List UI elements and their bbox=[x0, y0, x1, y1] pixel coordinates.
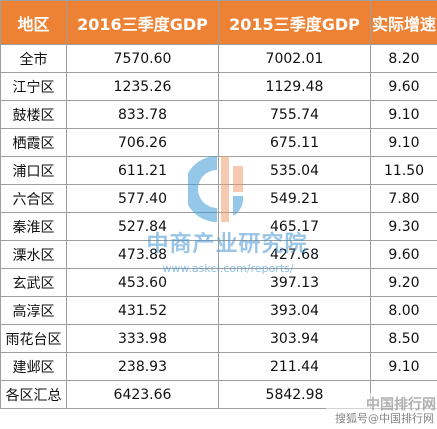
cell-gdp-2015: 465.17 bbox=[218, 212, 371, 241]
cell-growth: 7.80 bbox=[370, 184, 437, 213]
gdp-table: 地区 2016三季度GDP 2015三季度GDP 实际增速 全市 7570.60 7… bbox=[0, 0, 437, 409]
cell-growth: 8.00 bbox=[370, 296, 437, 325]
table-row: 雨花台区 333.98 303.94 8.50 bbox=[0, 324, 437, 353]
cell-gdp-2015: 211.44 bbox=[218, 352, 371, 381]
cell-growth: 9.30 bbox=[370, 212, 437, 241]
cell-gdp-2016: 1235.26 bbox=[66, 72, 219, 101]
cell-gdp-2016: 238.93 bbox=[66, 352, 219, 381]
cell-region: 雨花台区 bbox=[0, 324, 67, 353]
cell-gdp-2015: 393.04 bbox=[218, 296, 371, 325]
table-row: 浦口区 611.21 535.04 11.50 bbox=[0, 156, 437, 185]
cell-growth: 9.10 bbox=[370, 352, 437, 381]
cell-gdp-2015: 675.11 bbox=[218, 128, 371, 157]
cell-growth: 9.60 bbox=[370, 240, 437, 269]
cell-region: 浦口区 bbox=[0, 156, 67, 185]
cell-gdp-2015: 535.04 bbox=[218, 156, 371, 185]
table-row: 江宁区 1235.26 1129.48 9.60 bbox=[0, 72, 437, 101]
cell-growth: 8.50 bbox=[370, 324, 437, 353]
cell-region: 高淳区 bbox=[0, 296, 67, 325]
cell-gdp-2016: 473.88 bbox=[66, 240, 219, 269]
table-header-row: 地区 2016三季度GDP 2015三季度GDP 实际增速 bbox=[0, 0, 437, 45]
table-row: 鼓楼区 833.78 755.74 9.10 bbox=[0, 100, 437, 129]
cell-region: 全市 bbox=[0, 44, 67, 73]
cell-gdp-2016: 431.52 bbox=[66, 296, 219, 325]
table-row: 高淳区 431.52 393.04 8.00 bbox=[0, 296, 437, 325]
cell-growth: 11.50 bbox=[370, 156, 437, 185]
table-row: 栖霞区 706.26 675.11 9.10 bbox=[0, 128, 437, 157]
cell-gdp-2016: 611.21 bbox=[66, 156, 219, 185]
cell-gdp-2015: 303.94 bbox=[218, 324, 371, 353]
cell-growth: 8.20 bbox=[370, 44, 437, 73]
cell-gdp-2015: 549.21 bbox=[218, 184, 371, 213]
cell-region: 江宁区 bbox=[0, 72, 67, 101]
cell-gdp-2015: 1129.48 bbox=[218, 72, 371, 101]
cell-gdp-2016: 333.98 bbox=[66, 324, 219, 353]
cell-gdp-2015: 427.68 bbox=[218, 240, 371, 269]
cell-region: 鼓楼区 bbox=[0, 100, 67, 129]
table-row: 建邺区 238.93 211.44 9.10 bbox=[0, 352, 437, 381]
cell-gdp-2016: 833.78 bbox=[66, 100, 219, 129]
header-region: 地区 bbox=[0, 0, 67, 45]
table-row: 六合区 577.40 549.21 7.80 bbox=[0, 184, 437, 213]
cell-growth: 9.20 bbox=[370, 268, 437, 297]
cell-gdp-2016: 453.60 bbox=[66, 268, 219, 297]
header-gdp-2016: 2016三季度GDP bbox=[66, 0, 219, 45]
table-row: 秦淮区 527.84 465.17 9.30 bbox=[0, 212, 437, 241]
cell-gdp-2015: 5842.98 bbox=[218, 380, 371, 409]
cell-region: 栖霞区 bbox=[0, 128, 67, 157]
table-row: 玄武区 453.60 397.13 9.20 bbox=[0, 268, 437, 297]
cell-region: 玄武区 bbox=[0, 268, 67, 297]
table-row: 各区汇总 6423.66 5842.98 bbox=[0, 380, 437, 409]
cell-gdp-2016: 527.84 bbox=[66, 212, 219, 241]
cell-region: 六合区 bbox=[0, 184, 67, 213]
cell-growth: 9.10 bbox=[370, 100, 437, 129]
cell-region: 各区汇总 bbox=[0, 380, 67, 409]
table-row: 全市 7570.60 7002.01 8.20 bbox=[0, 44, 437, 73]
cell-gdp-2016: 577.40 bbox=[66, 184, 219, 213]
header-gdp-2015: 2015三季度GDP bbox=[218, 0, 371, 45]
cell-growth: 9.10 bbox=[370, 128, 437, 157]
cell-growth bbox=[370, 380, 437, 409]
cell-gdp-2015: 397.13 bbox=[218, 268, 371, 297]
source-watermark-author: 搜狐号@中国排行网 bbox=[335, 412, 434, 425]
cell-region: 溧水区 bbox=[0, 240, 67, 269]
header-growth: 实际增速 bbox=[370, 0, 437, 45]
cell-gdp-2016: 706.26 bbox=[66, 128, 219, 157]
cell-growth: 9.60 bbox=[370, 72, 437, 101]
cell-region: 秦淮区 bbox=[0, 212, 67, 241]
table-row: 溧水区 473.88 427.68 9.60 bbox=[0, 240, 437, 269]
cell-gdp-2015: 755.74 bbox=[218, 100, 371, 129]
cell-region: 建邺区 bbox=[0, 352, 67, 381]
cell-gdp-2016: 7570.60 bbox=[66, 44, 219, 73]
cell-gdp-2015: 7002.01 bbox=[218, 44, 371, 73]
cell-gdp-2016: 6423.66 bbox=[66, 380, 219, 409]
